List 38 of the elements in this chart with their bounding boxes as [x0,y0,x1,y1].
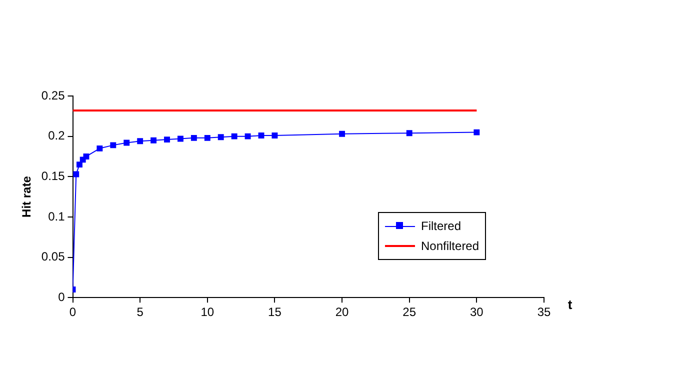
point [272,132,278,138]
x-tick-label: 5 [136,305,144,320]
point [231,133,238,140]
y-tick-label: 0 [58,290,66,304]
point [137,138,144,144]
x-tick-label: 35 [537,305,551,320]
x-tick-label: 25 [402,305,416,320]
point [96,145,103,152]
point [258,132,264,138]
y-tick-label: 0.15 [41,168,66,183]
point [190,134,197,141]
y-tick-label: 0.1 [48,209,66,224]
point [406,130,412,136]
point [177,136,184,142]
x-tick-label: 30 [470,305,484,320]
legend-label: Nonfiltered [421,239,480,253]
y-axis-title: Hit rate [20,176,34,218]
y-tick-label: 0.05 [41,250,66,264]
point [124,140,130,146]
point [110,142,116,148]
x-tick-label: 20 [335,305,350,320]
point [164,136,170,143]
point [150,137,157,144]
point [76,162,82,168]
point [339,130,346,137]
legend-label: Filtered [421,219,462,233]
point [244,133,251,140]
x-tick-label: 15 [268,305,282,320]
y-tick-label: 0.25 [41,88,66,102]
point [218,134,224,140]
point [204,134,210,141]
point [474,129,480,136]
x-tick-label: 10 [200,305,214,320]
x-tick-label: 0 [69,305,76,320]
x-axis-title: t [568,297,573,312]
point [83,154,90,160]
point [73,171,80,178]
y-tick-label: 0.2 [48,128,66,143]
